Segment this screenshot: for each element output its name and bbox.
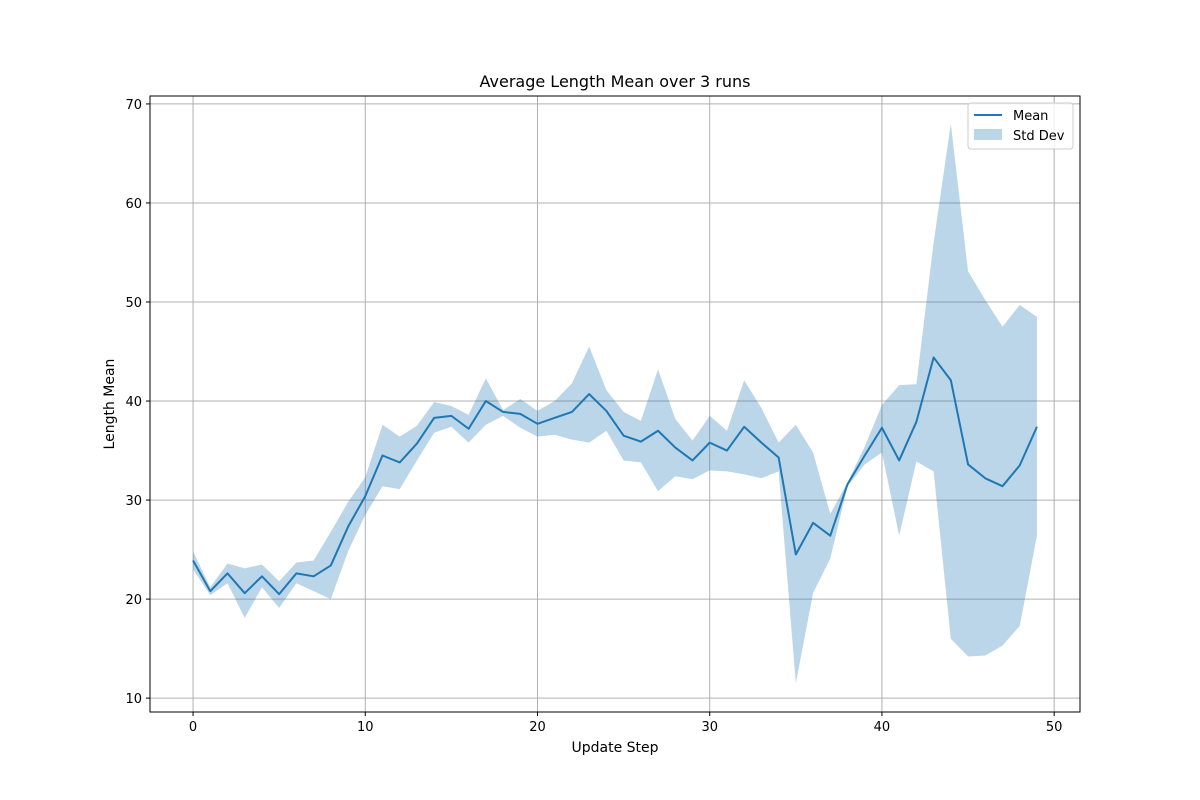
y-axis-label: Length Mean (102, 359, 118, 450)
y-axis-ticks: 10 20 30 40 50 60 70 (125, 98, 150, 707)
legend: Mean Std Dev (967, 102, 1074, 150)
grid (150, 96, 1080, 712)
y-tick-label: 40 (125, 395, 142, 410)
legend-std-dev-label: Std Dev (1013, 129, 1065, 144)
x-tick-label: 0 (189, 720, 197, 735)
x-tick-label: 50 (1046, 720, 1063, 735)
x-axis-label: Update Step (571, 740, 658, 756)
chart-title: Average Length Mean over 3 runs (480, 72, 751, 91)
y-tick-label: 20 (125, 593, 142, 608)
legend-std-dev-swatch (974, 129, 1002, 140)
x-tick-label: 20 (529, 720, 546, 735)
mean-line (192, 356, 1038, 596)
std-dev-band-layer (193, 123, 1037, 684)
y-tick-label: 50 (125, 296, 142, 311)
std-dev-band (193, 123, 1037, 684)
y-tick-label: 10 (125, 692, 142, 707)
y-tick-label: 60 (125, 197, 142, 212)
x-tick-label: 40 (874, 720, 891, 735)
mean-line-layer (192, 356, 1038, 596)
y-tick-label: 30 (125, 494, 142, 509)
x-tick-label: 30 (701, 720, 718, 735)
legend-mean-label: Mean (1013, 109, 1048, 124)
plot-frame (149, 95, 1081, 713)
y-tick-label: 70 (125, 98, 142, 113)
x-tick-label: 10 (357, 720, 374, 735)
x-axis-ticks: 0 10 20 30 40 50 (189, 712, 1063, 735)
